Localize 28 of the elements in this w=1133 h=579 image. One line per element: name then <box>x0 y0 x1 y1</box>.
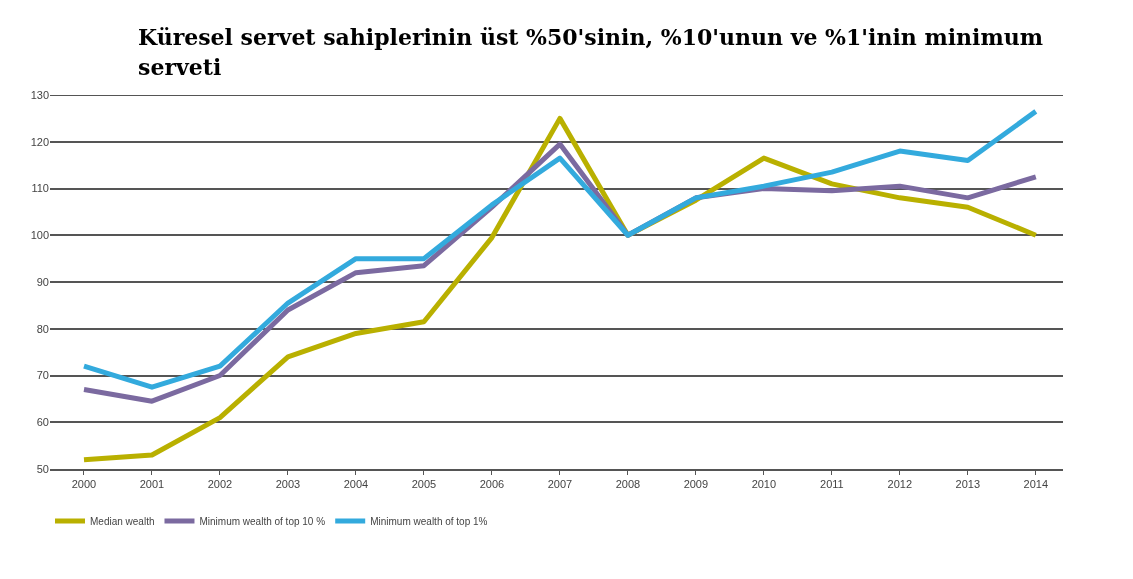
x-tick-label: 2010 <box>751 478 777 491</box>
x-tick-label: 2005 <box>411 478 437 491</box>
x-tick-label: 2009 <box>683 478 709 491</box>
x-tick-label: 2003 <box>275 478 301 491</box>
x-tick-label: 2011 <box>820 478 844 491</box>
x-tick-label: 2001 <box>139 478 165 491</box>
x-tick-label: 2000 <box>71 478 97 491</box>
y-tick-label: 130 <box>30 88 49 101</box>
y-tick-label: 100 <box>30 229 49 242</box>
x-tick-label: 2006 <box>479 478 505 491</box>
x-tick-label: 2007 <box>547 478 573 491</box>
x-tick-label: 2012 <box>887 478 913 491</box>
x-tick-label: 2004 <box>343 478 369 491</box>
legend-label: Minimum wealth of top 10 % <box>199 515 326 527</box>
legend-label: Minimum wealth of top 1% <box>370 515 488 527</box>
y-tick-label: 60 <box>36 416 49 429</box>
x-tick-label: 2008 <box>615 478 641 491</box>
y-tick-label: 50 <box>36 462 49 475</box>
y-tick-label: 80 <box>36 322 49 335</box>
x-tick-label: 2014 <box>1023 478 1049 491</box>
legend-label: Median wealth <box>90 515 155 527</box>
y-tick-label: 120 <box>30 135 49 148</box>
chart-title: Küresel servet sahiplerinin üst %50'sinin, %10'unun ve %1'inin minimum serveti <box>138 23 1044 82</box>
y-tick-label: 110 <box>31 182 49 195</box>
y-tick-label: 70 <box>36 369 49 382</box>
x-tick-label: 2002 <box>207 478 233 491</box>
x-tick-label: 2013 <box>955 478 981 491</box>
y-tick-label: 90 <box>36 275 49 288</box>
